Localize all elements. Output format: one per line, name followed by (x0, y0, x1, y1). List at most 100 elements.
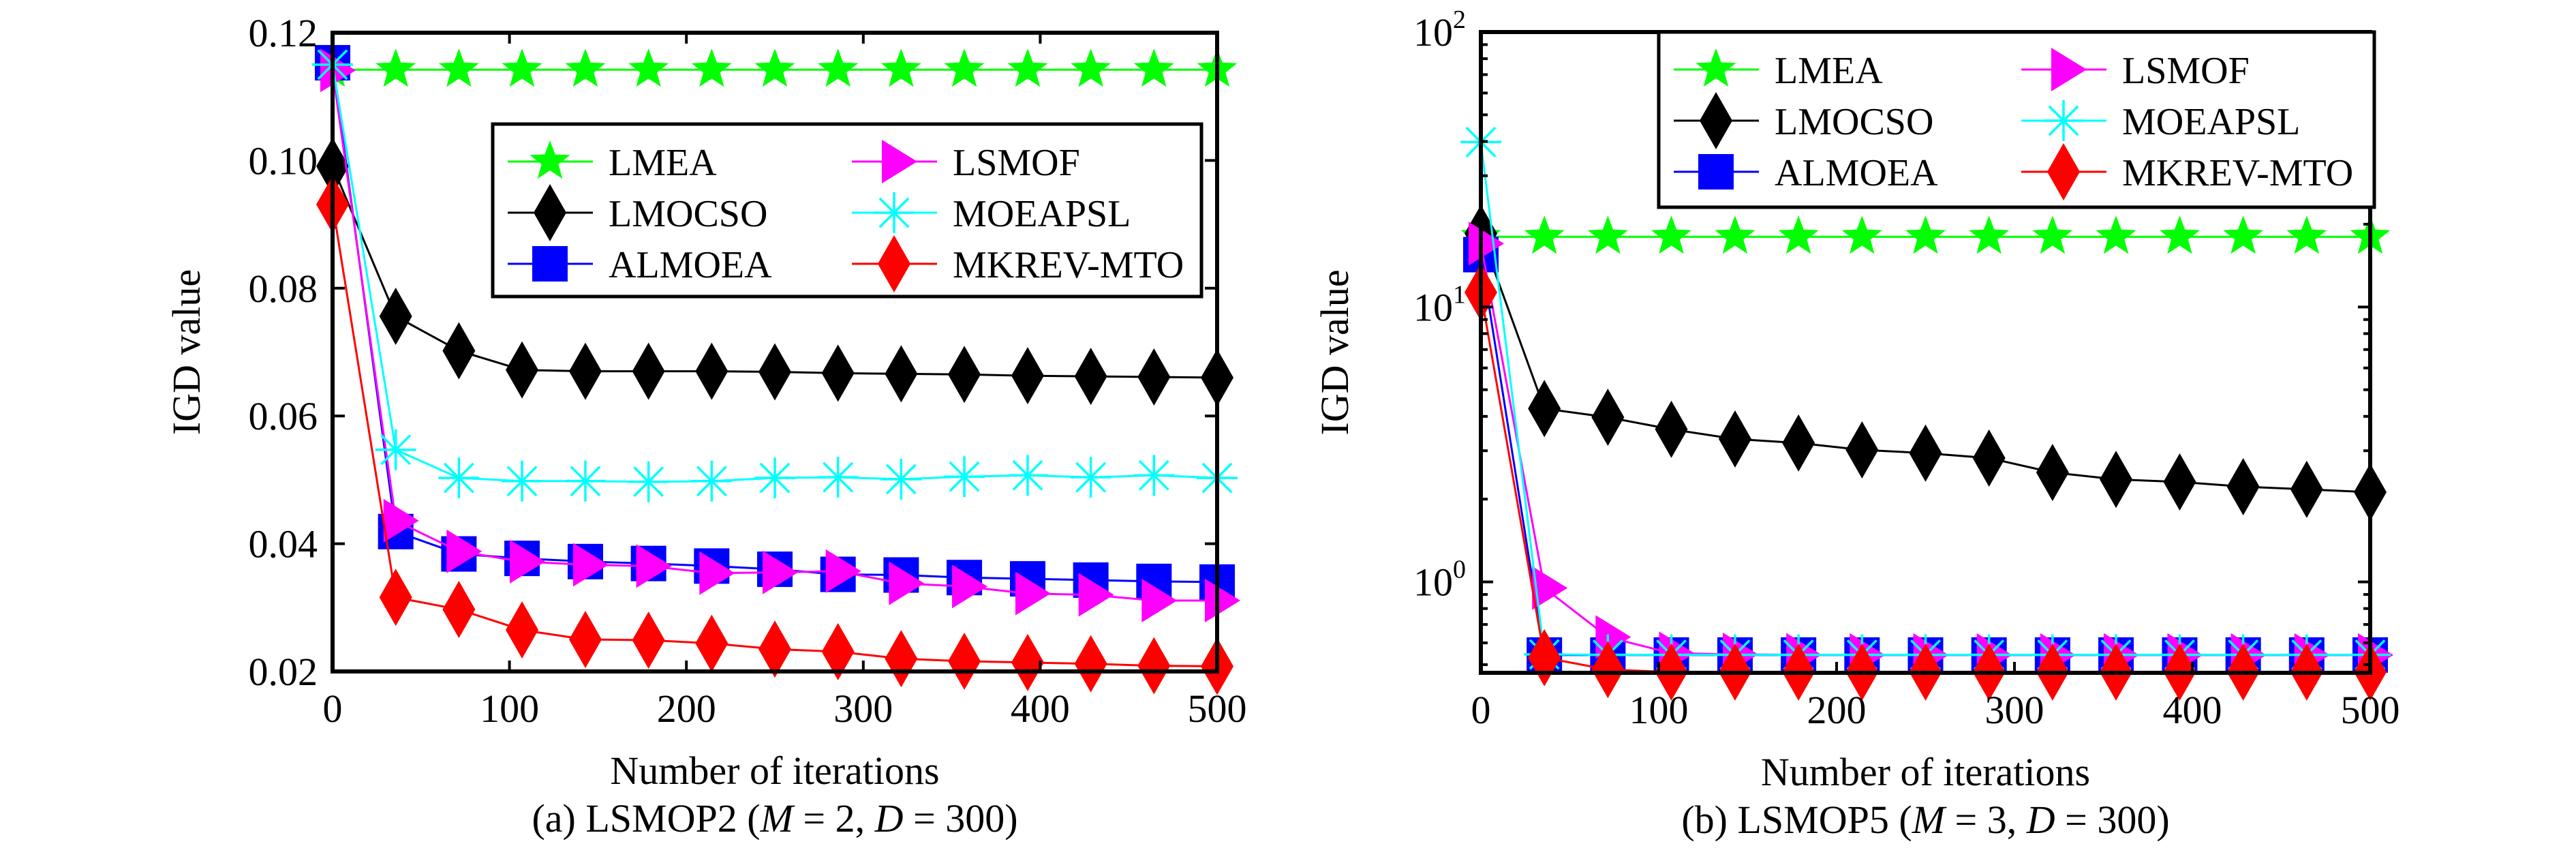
data-point (944, 48, 985, 87)
data-point (948, 346, 981, 404)
data-point (375, 48, 416, 87)
data-point (1078, 573, 1114, 617)
x-tick-label: 500 (2341, 688, 2400, 732)
chart-panel-b: 0 100 200 300 400 500 100 101 102 Number of itera… (1313, 5, 2400, 842)
x-axis-label: Number of iterations (610, 748, 939, 793)
data-point (821, 344, 855, 402)
legend-label: MOEAPSL (2122, 101, 2300, 143)
legend-marker (882, 140, 917, 183)
data-point (1205, 578, 1240, 622)
data-point (572, 543, 609, 587)
legend: LMEA LMOCSO ALMOEA LSMOF MOEAPSL MKREV-MTO (1657, 30, 2376, 209)
data-point (628, 461, 669, 502)
data-point (1909, 424, 1942, 482)
legend-item-mkrev-mto: MKREV-MTO (852, 235, 1184, 292)
data-point (438, 457, 480, 499)
x-tick-label: 400 (1011, 686, 1070, 731)
data-point (1969, 215, 2010, 254)
legend-marker (530, 140, 570, 179)
legend-marker (1696, 48, 1736, 87)
data-point (2286, 215, 2327, 254)
data-point (758, 620, 791, 678)
data-point (506, 601, 539, 659)
data-point (632, 611, 665, 669)
legend-item-lmea: LMEA (1674, 48, 1883, 92)
x-ticks: 0 100 200 300 400 500 (1471, 32, 2400, 732)
legend: LMEA LMOCSO ALMOEA LSMOF MOEAPSL MKREV-MTO (491, 122, 1203, 299)
legend-item-moeapsl: MOEAPSL (2021, 100, 2300, 143)
y-axis-label: IGD value (164, 269, 209, 435)
data-point (1137, 637, 1171, 695)
plot-frame (331, 31, 1219, 673)
y-tick-label: 0.08 (249, 267, 318, 311)
data-point (564, 460, 606, 502)
x-tick-label: 500 (1188, 686, 1247, 731)
y-tick-label: 100 (1413, 556, 1466, 605)
y-tick-label: 102 (1413, 5, 1466, 55)
data-point (1845, 421, 1879, 479)
legend-item-almoea: ALMOEA (1674, 152, 1938, 194)
data-point (1011, 633, 1044, 691)
data-point (2223, 215, 2264, 254)
legend-marker (2051, 48, 2087, 91)
legend-label: LSMOF (2122, 50, 2250, 92)
data-point (880, 48, 921, 87)
y-tick-label: 0.10 (249, 138, 318, 183)
data-point (885, 345, 918, 403)
x-tick-label: 100 (1629, 688, 1689, 732)
y-tick-label: 0.02 (249, 650, 318, 694)
x-tick-label: 200 (657, 686, 716, 731)
y-ticks: 100 101 102 (1413, 5, 2370, 667)
data-point (880, 458, 922, 500)
data-point (1074, 635, 1107, 693)
data-point (2100, 451, 2133, 509)
y-tick-label: 0.06 (249, 394, 318, 438)
data-point (568, 611, 602, 669)
data-point (1718, 410, 1751, 468)
data-point (1007, 48, 1048, 87)
data-point (1074, 348, 1107, 406)
data-point (763, 550, 798, 594)
y-axis-label: IGD value (1313, 269, 1357, 435)
data-point (952, 564, 988, 609)
legend-label: LSMOF (953, 142, 1080, 184)
series-group (1460, 121, 2393, 701)
data-point (1715, 215, 1755, 254)
legend-item-almoea: ALMOEA (508, 244, 772, 286)
data-point (1591, 389, 1625, 446)
data-point (502, 460, 543, 502)
data-point (1655, 400, 1688, 458)
data-point (446, 529, 482, 573)
data-point (2226, 457, 2260, 515)
data-point (1651, 215, 1691, 254)
data-point (1071, 48, 1111, 87)
y-tick-label: 0.04 (249, 522, 318, 566)
data-point (1532, 566, 1568, 610)
legend-label: MKREV-MTO (2122, 152, 2353, 194)
data-point (2036, 444, 2069, 502)
legend-label: LMOCSO (1775, 101, 1933, 143)
legend-label: MOEAPSL (953, 193, 1131, 235)
data-point (825, 549, 861, 593)
legend-item-lsmof: LSMOF (2021, 48, 2250, 92)
legend-box (1657, 30, 2376, 209)
data-point (758, 343, 791, 401)
data-point (1015, 571, 1051, 616)
x-axis-label: Number of iterations (1761, 750, 2090, 794)
data-point (442, 581, 476, 639)
data-point (506, 341, 539, 399)
data-point (442, 322, 476, 380)
series-lmea (1460, 215, 2391, 254)
series-lmea (312, 48, 1238, 87)
data-point (1469, 222, 1504, 266)
x-tick-label: 100 (480, 686, 539, 731)
legend-marker (2043, 100, 2084, 141)
legend-marker (878, 235, 910, 292)
chart-panel-a: 0 100 200 300 400 500 0.02 0.04 0.06 0.08 0.10 0.12… (164, 11, 1247, 841)
data-point (628, 48, 669, 87)
data-point (2163, 453, 2196, 511)
data-point (2160, 215, 2200, 254)
data-point (944, 456, 985, 498)
series-moeapsl (312, 44, 1238, 502)
